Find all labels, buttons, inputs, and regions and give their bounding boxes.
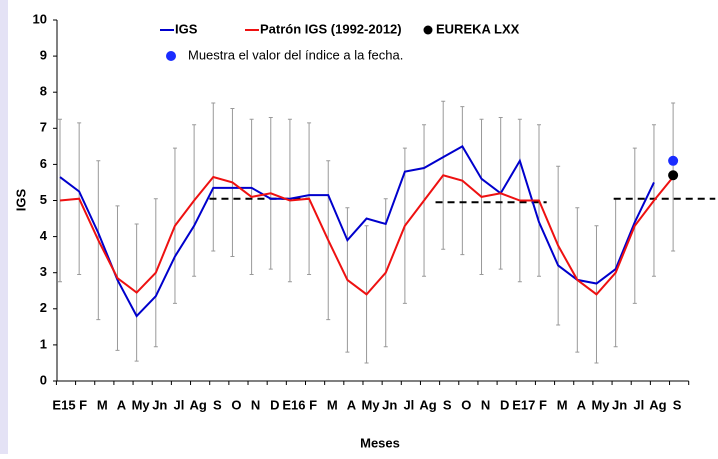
x-tick-label: M bbox=[97, 397, 108, 412]
x-tick-label: Ag bbox=[189, 397, 206, 412]
y-axis-label: IGS bbox=[13, 188, 28, 211]
x-tick-label: E16 bbox=[282, 397, 305, 412]
y-tick-label: 8 bbox=[40, 84, 47, 99]
legend-label: EUREKA LXX bbox=[436, 21, 520, 36]
x-tick-label: F bbox=[79, 397, 87, 412]
x-tick-label: M bbox=[327, 397, 338, 412]
x-tick-label: D bbox=[500, 397, 509, 412]
x-tick-label: My bbox=[132, 397, 151, 412]
x-tick-label: S bbox=[443, 397, 452, 412]
x-tick-label: M bbox=[557, 397, 568, 412]
side-strip bbox=[0, 0, 8, 454]
x-tick-label: D bbox=[270, 397, 279, 412]
x-tick-label: F bbox=[309, 397, 317, 412]
legend-label: Muestra el valor del índice a la fecha. bbox=[188, 47, 403, 62]
x-tick-label: A bbox=[577, 397, 587, 412]
y-tick-label: 2 bbox=[40, 300, 47, 315]
x-tick-label: O bbox=[231, 397, 241, 412]
point bbox=[668, 170, 679, 181]
series-line bbox=[59, 144, 655, 318]
x-tick-label: A bbox=[347, 397, 357, 412]
x-tick-label: E15 bbox=[52, 397, 75, 412]
x-tick-label: E17 bbox=[512, 397, 535, 412]
y-tick-label: 3 bbox=[40, 264, 47, 279]
legend-swatch bbox=[166, 51, 176, 61]
x-tick-label: Ag bbox=[419, 397, 436, 412]
x-tick-label: N bbox=[481, 397, 490, 412]
x-tick-label: Jn bbox=[382, 397, 397, 412]
y-tick-label: 0 bbox=[40, 372, 47, 387]
x-tick-label: O bbox=[461, 397, 471, 412]
y-tick-label: 5 bbox=[40, 192, 47, 207]
x-tick-label: S bbox=[213, 397, 222, 412]
x-tick-label: Jn bbox=[152, 397, 167, 412]
x-tick-label: N bbox=[251, 397, 260, 412]
x-tick-label: Ag bbox=[649, 397, 666, 412]
y-tick-label: 9 bbox=[40, 48, 47, 63]
legend-label: Patrón IGS (1992-2012) bbox=[260, 21, 402, 36]
y-tick-label: 10 bbox=[33, 11, 47, 26]
point bbox=[668, 155, 679, 166]
x-tick-label: My bbox=[591, 397, 610, 412]
y-tick-label: 7 bbox=[40, 120, 47, 135]
series-line bbox=[59, 174, 674, 296]
x-tick-label: S bbox=[673, 397, 682, 412]
x-tick-label: F bbox=[539, 397, 547, 412]
legend-swatch bbox=[423, 25, 433, 35]
y-tick-label: 6 bbox=[40, 156, 47, 171]
legend-label: IGS bbox=[175, 21, 198, 36]
x-tick-label: My bbox=[362, 397, 381, 412]
x-tick-label: Jn bbox=[612, 397, 627, 412]
x-tick-label: Jl bbox=[403, 397, 414, 412]
x-axis-label: Meses bbox=[360, 435, 400, 450]
y-tick-label: 4 bbox=[40, 228, 48, 243]
x-tick-label: A bbox=[117, 397, 127, 412]
x-tick-label: Jl bbox=[633, 397, 644, 412]
x-tick-label: Jl bbox=[174, 397, 185, 412]
y-tick-label: 1 bbox=[40, 336, 47, 351]
